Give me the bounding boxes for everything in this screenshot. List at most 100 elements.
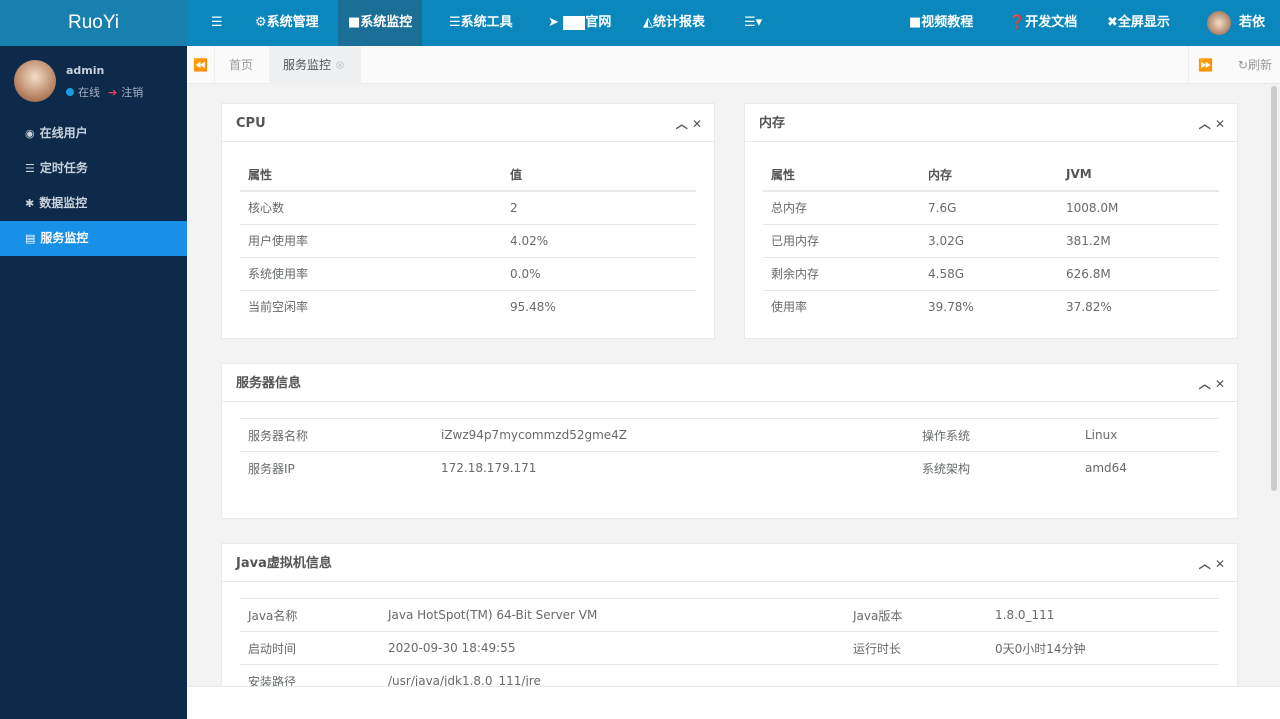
bug-icon: ✱ [25,197,35,210]
text: 内存 [920,158,1058,192]
sidebar-item-online-users[interactable]: ◉ 在线用户 [0,116,187,151]
list-icon: ☰ [449,15,461,30]
menu-toggle-icon[interactable]: ☰ [211,15,223,30]
nav-dev-docs[interactable]: ❓开发文档 [999,0,1087,46]
logout-link[interactable]: 注销 [121,86,144,99]
text: 统计报表 [653,15,706,30]
text: 服务监控 [283,58,332,72]
text: 已用内存 [763,223,920,257]
text: Java名称 [240,598,380,632]
nav-system-monitor[interactable]: ■系统监控 [338,0,423,46]
collapse-icon[interactable]: ︿ [675,117,688,131]
scroll-tabs-right-icon[interactable]: ⏩ [1188,46,1222,84]
more-menu-dropdown[interactable]: ☰▾ [744,15,763,30]
nav-stats-report[interactable]: ◭统计报表 [633,0,715,46]
tab-home[interactable]: 首页 [229,58,254,72]
nav-fullscreen[interactable]: ✖全屏显示 [1097,0,1180,46]
text: 37.82% [1058,289,1219,323]
logout-icon[interactable]: ➔ [108,86,118,99]
nav-video-tutorial[interactable]: ■视频教程 [899,0,983,46]
redacted-block [563,15,586,30]
text: 3.02G [920,223,1058,257]
nav-system-tools[interactable]: ☰系统工具 [439,0,523,46]
text: 172.18.179.171 [433,451,914,485]
sidebar-item-server-monitor[interactable]: ▤ 服务监控 [0,221,187,256]
close-tab-icon[interactable]: ⊗ [334,58,345,72]
text: 系统监控 [360,15,413,30]
text: 系统工具 [460,15,513,30]
cpu-panel: CPU ︿ ✕ 属性值 核心数 2 用户使用率 4.02% 系统使用率 0.0% 当前空… [221,103,715,339]
text: 属性 [240,158,502,192]
text: Linux [1077,418,1219,452]
user-panel: admin 在线 ➔ 注销 [0,46,187,116]
online-status: 在线 [78,86,100,99]
table-row: 服务器名称 iZwz94p7mycommzd52gme4Z 操作系统 Linux [240,418,1219,452]
collapse-icon[interactable]: ︿ [1198,557,1211,571]
text: 2020-09-30 18:49:55 [380,631,845,665]
sidebar: RuoYi admin 在线 ➔ 注销 ◉ 在线用户 ☰ 定时任务 ✱ 数据监控 ▤ 服务监… [0,0,187,719]
text: 系统使用率 [240,256,502,290]
footer [187,686,1280,719]
video-icon: ■ [348,15,361,30]
text: iZwz94p7mycommzd52gme4Z [433,418,914,452]
nav-official-site[interactable]: ➤ 官网 [538,0,621,46]
tab-server-monitor[interactable]: 服务监控 ⊗ [269,46,361,84]
text: 官网 [585,15,612,30]
text: 用户使用率 [240,223,502,257]
table-row: 使用率 39.78% 37.82% [763,289,1219,323]
logo[interactable]: RuoYi [0,0,187,46]
question-icon: ❓ [1009,15,1026,30]
sidebar-item-data-monitor[interactable]: ✱ 数据监控 [0,186,187,221]
text: 服务器IP [240,451,433,485]
server-info-panel: 服务器信息 ︿ ✕ 服务器名称 iZwz94p7mycommzd52gme4Z 操作系… [221,363,1238,519]
table-row: 系统使用率 0.0% [240,256,696,290]
refresh-button[interactable]: ↻刷新 [1238,46,1272,84]
fullscreen-icon: ✖ [1107,15,1118,30]
text: 操作系统 [914,418,1077,452]
nav-system-admin[interactable]: ⚙系统管理 [245,0,329,46]
memory-table: 属性 内存 JVM 总内存 7.6G 1008.0M 已用内存 3.02G 381.2M 剩… [763,158,1219,323]
text: 381.2M [1058,223,1219,257]
panel-title: 服务器信息 [236,376,302,391]
jvm-table: Java名称 Java HotSpot(TM) 64-Bit Server VM J… [240,598,1219,698]
collapse-icon[interactable]: ︿ [1198,377,1211,391]
close-icon[interactable]: ✕ [1214,117,1225,131]
text: amd64 [1077,451,1219,485]
scroll-tabs-left-icon[interactable]: ⏪ [187,46,215,84]
text: 运行时长 [845,631,987,665]
location-arrow-icon: ➤ [548,15,564,30]
text: 全屏显示 [1117,15,1170,30]
text: 使用率 [763,289,920,323]
panel-title: CPU [236,116,266,131]
scrollbar[interactable] [1271,86,1277,491]
refresh-icon: ↻ [1237,58,1248,72]
text: 系统管理 [266,15,319,30]
username: admin [66,64,105,77]
text: 若依 [1239,15,1266,30]
text: 7.6G [920,190,1058,224]
sidebar-item-scheduled-tasks[interactable]: ☰ 定时任务 [0,151,187,186]
user-menu[interactable]: 若依 [1197,0,1275,46]
panel-title: 内存 [759,116,786,131]
table-row: 剩余内存 4.58G 626.8M [763,256,1219,290]
text: 总内存 [763,190,920,224]
text: 剩余内存 [763,256,920,290]
text: 0.0% [502,256,696,290]
online-dot-icon [66,88,74,96]
close-icon[interactable]: ✕ [691,117,702,131]
jvm-info-panel: Java虚拟机信息 ︿ ✕ Java名称 Java HotSpot(TM) 64-B… [221,543,1238,713]
close-icon[interactable]: ✕ [1214,557,1225,571]
collapse-icon[interactable]: ︿ [1198,117,1211,131]
text: 4.02% [502,223,696,257]
avatar [1207,10,1231,35]
text: 0天0小时14分钟 [987,631,1219,665]
text: 626.8M [1058,256,1219,290]
text: 视频教程 [921,15,974,30]
sidebar-item-label: 在线用户 [39,126,88,140]
table-row: Java名称 Java HotSpot(TM) 64-Bit Server VM J… [240,598,1219,632]
text: 当前空闲率 [240,289,502,323]
video-icon: ■ [909,15,922,30]
avatar[interactable] [14,60,56,102]
table-row: 总内存 7.6G 1008.0M [763,190,1219,224]
close-icon[interactable]: ✕ [1214,377,1225,391]
